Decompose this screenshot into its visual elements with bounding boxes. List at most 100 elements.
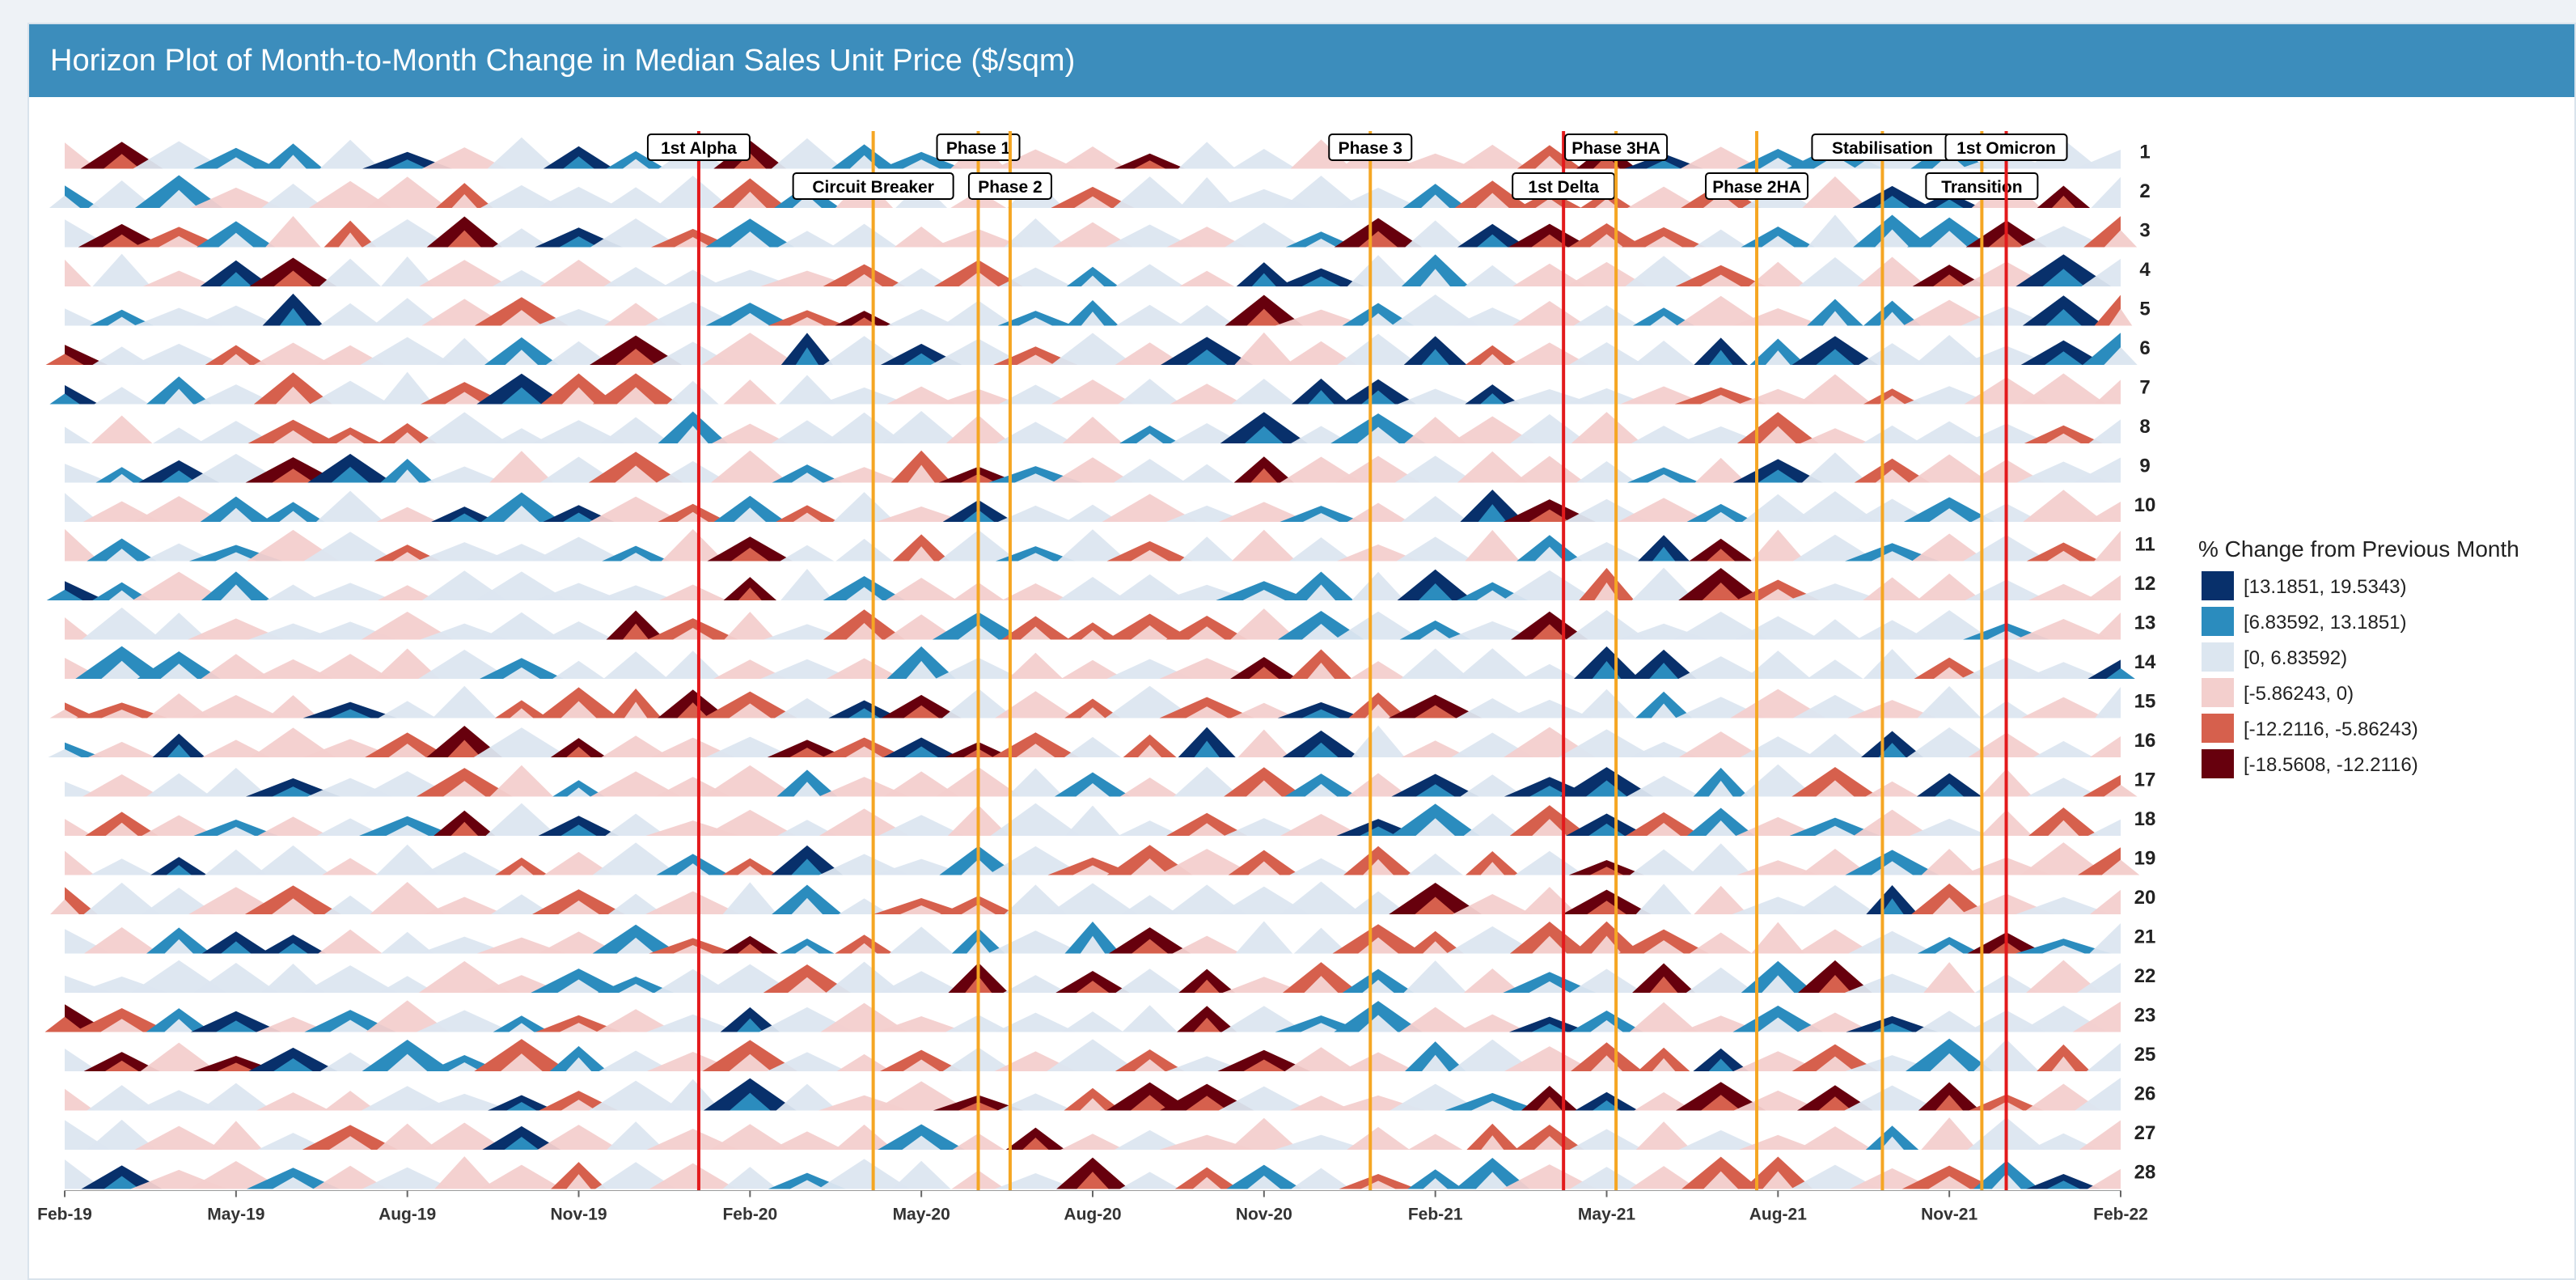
horizon-peak	[65, 345, 108, 365]
horizon-peak-inner	[1649, 976, 1678, 993]
horizon-peak	[1797, 374, 1873, 405]
horizon-row-9	[65, 450, 2121, 483]
horizon-peak	[487, 137, 556, 169]
horizon-peak	[997, 1093, 1074, 1111]
horizon-peak-inner	[1250, 468, 1278, 483]
horizon-peak	[316, 818, 384, 836]
horizon-peak	[65, 657, 104, 679]
horizon-peak-inner	[1878, 743, 1906, 757]
horizon-peak	[2087, 1168, 2121, 1189]
horizon-peak	[1506, 699, 1593, 718]
horizon-peak	[998, 384, 1072, 405]
horizon-peak	[1291, 426, 1351, 443]
horizon-peak-inner	[729, 703, 772, 718]
horizon-peak	[362, 219, 452, 248]
horizon-peak	[375, 844, 439, 875]
horizon-peak	[1051, 333, 1135, 365]
horizon-peak-inner	[1762, 235, 1795, 248]
horizon-peak	[1170, 423, 1243, 443]
horizon-peak	[705, 964, 795, 993]
horizon-peak	[1694, 885, 1749, 914]
horizon-peak	[2090, 889, 2121, 914]
horizon-peak	[539, 260, 618, 286]
horizon-peak-inner	[1415, 784, 1455, 797]
horizon-peak-inner	[1531, 234, 1568, 248]
horizon-peak-inner	[1081, 312, 1105, 326]
horizon-peak-inner	[729, 1053, 772, 1071]
horizon-peak	[436, 337, 493, 365]
horizon-peak-inner	[1652, 1057, 1676, 1071]
horizon-peak-inner	[220, 584, 252, 600]
horizon-peak	[1347, 255, 1410, 286]
horizon-peak	[1122, 1005, 1178, 1032]
horizon-peak	[65, 308, 101, 326]
horizon-peak	[313, 1165, 387, 1189]
horizon-peak	[1630, 849, 1698, 875]
horizon-peak-inner	[1134, 1059, 1165, 1071]
horizon-peak-inner	[791, 858, 823, 875]
horizon-peak-inner	[1759, 588, 1797, 600]
horizon-peak	[1115, 342, 1185, 365]
horizon-peak-inner	[1813, 155, 1857, 169]
event-label: Phase 3	[1339, 139, 1402, 158]
horizon-peak	[645, 891, 741, 914]
horizon-peak	[1450, 1039, 1535, 1071]
horizon-peak	[1394, 153, 1478, 169]
horizon-peak-inner	[1189, 823, 1225, 836]
horizon-peak	[770, 1131, 844, 1150]
horizon-row-8	[65, 410, 2121, 443]
horizon-peak	[1627, 186, 1700, 208]
horizon-peak-inner	[730, 312, 770, 326]
horizon-peak-inner	[1419, 629, 1452, 640]
event-stabilisation: Stabilisation	[1811, 131, 1954, 1191]
horizon-peak-inner	[565, 1057, 592, 1071]
horizon-peak-inner	[101, 660, 142, 679]
horizon-peak-inner	[1306, 584, 1336, 600]
horizon-peak	[876, 506, 967, 522]
x-tick-label: Aug-19	[379, 1206, 436, 1224]
horizon-peak	[1400, 648, 1470, 679]
horizon-peak-inner	[272, 468, 315, 483]
horizon-peak	[142, 270, 215, 286]
horizon-peak-inner	[279, 511, 307, 522]
horizon-peak	[608, 893, 664, 914]
horizon-peak	[374, 648, 440, 679]
horizon-peak	[1167, 884, 1246, 914]
horizon-peak	[1001, 583, 1070, 600]
legend-title: % Change from Previous Month	[2198, 536, 2519, 562]
horizon-peak	[1635, 884, 1692, 914]
row-label: 12	[2134, 573, 2156, 595]
horizon-peak	[1742, 494, 1814, 522]
horizon-peak	[599, 1050, 673, 1071]
horizon-peak-inner	[566, 1174, 591, 1189]
horizon-peak	[82, 774, 161, 797]
horizon-peak	[826, 658, 903, 679]
horizon-peak	[1121, 895, 1178, 914]
horizon-peak	[1751, 922, 1805, 954]
horizon-peak	[201, 740, 270, 757]
horizon-peak	[1510, 342, 1589, 365]
horizon-peak	[1844, 973, 1940, 993]
horizon-peak-inner	[903, 353, 940, 365]
horizon-peak-inner	[1422, 1054, 1449, 1071]
horizon-peak	[603, 651, 669, 679]
horizon-peak	[319, 1052, 381, 1071]
horizon-peak	[1060, 1134, 1125, 1150]
horizon-peak-inner	[1529, 509, 1571, 522]
horizon-peak	[324, 1091, 377, 1111]
horizon-peak-inner	[1702, 583, 1740, 600]
horizon-peak	[1633, 340, 1694, 365]
horizon-peak-inner	[1014, 473, 1057, 483]
horizon-peak-inner	[908, 546, 934, 562]
horizon-peak	[776, 1083, 839, 1111]
row-label: 15	[2134, 690, 2156, 712]
horizon-peak	[1797, 1012, 1873, 1032]
x-tick-label: Nov-21	[1921, 1206, 1977, 1224]
horizon-peak	[1629, 1002, 1698, 1032]
horizon-peak-inner	[1423, 1178, 1448, 1189]
horizon-peak	[1335, 187, 1421, 208]
row-label: 8	[2139, 416, 2150, 438]
horizon-peak-inner	[674, 237, 712, 248]
horizon-peak	[65, 850, 95, 875]
horizon-peak	[1738, 388, 1817, 405]
